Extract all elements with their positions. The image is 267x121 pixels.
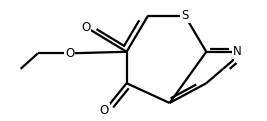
Text: O: O (65, 47, 74, 60)
Text: O: O (100, 104, 109, 117)
Text: N: N (233, 45, 242, 58)
Text: O: O (81, 20, 90, 34)
Text: S: S (181, 9, 189, 22)
